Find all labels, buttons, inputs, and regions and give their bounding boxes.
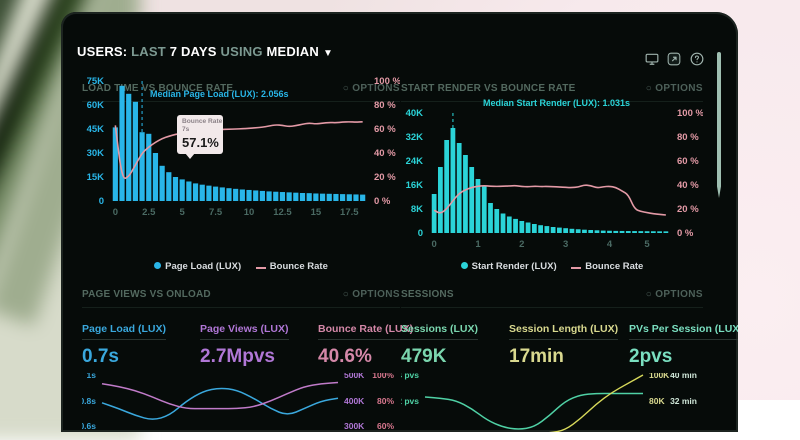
svg-text:0: 0 [113, 207, 118, 218]
svg-text:5: 5 [180, 207, 186, 218]
svg-text:2.5: 2.5 [142, 207, 156, 218]
svg-text:0.6s: 0.6s [82, 421, 96, 431]
svg-text:300K: 300K [344, 421, 365, 431]
svg-text:7.5: 7.5 [209, 207, 223, 218]
svg-text:40 %: 40 % [677, 180, 699, 191]
svg-text:3.2 pvs: 3.2 pvs [401, 396, 419, 406]
svg-text:30K: 30K [87, 148, 105, 159]
svg-text:400K: 400K [344, 396, 365, 406]
svg-text:80%: 80% [377, 396, 394, 406]
svg-text:1s: 1s [87, 373, 97, 380]
svg-text:12.5: 12.5 [273, 207, 292, 218]
svg-text:40 %: 40 % [374, 148, 396, 159]
svg-text:80 %: 80 % [374, 100, 396, 111]
svg-text:16K: 16K [406, 180, 424, 191]
svg-text:0 %: 0 % [374, 196, 391, 207]
svg-text:20 %: 20 % [677, 204, 699, 215]
svg-text:2: 2 [519, 239, 524, 250]
svg-text:10: 10 [244, 207, 255, 218]
svg-text:4 pvs: 4 pvs [401, 373, 419, 380]
svg-text:20 %: 20 % [374, 172, 396, 183]
svg-text:32K: 32K [406, 132, 424, 143]
svg-text:0: 0 [99, 196, 104, 207]
svg-text:4: 4 [607, 239, 613, 250]
svg-text:0 %: 0 % [677, 228, 694, 239]
svg-text:8K: 8K [411, 204, 423, 215]
svg-text:0: 0 [431, 239, 436, 250]
svg-text:100%: 100% [372, 373, 394, 380]
svg-text:15K: 15K [87, 172, 105, 183]
svg-text:5: 5 [644, 239, 650, 250]
svg-text:80K: 80K [649, 396, 665, 406]
svg-text:60K: 60K [87, 100, 105, 111]
svg-text:100 %: 100 % [677, 108, 703, 119]
svg-text:100K: 100K [649, 373, 670, 380]
svg-text:80 %: 80 % [677, 132, 699, 143]
svg-text:1: 1 [475, 239, 481, 250]
svg-text:32 min: 32 min [670, 396, 697, 406]
svg-text:0.8s: 0.8s [82, 396, 96, 406]
svg-text:60%: 60% [377, 421, 394, 431]
svg-text:40 min: 40 min [670, 373, 697, 380]
svg-text:60 %: 60 % [374, 124, 396, 135]
svg-text:500K: 500K [344, 373, 365, 380]
svg-text:3: 3 [563, 239, 568, 250]
svg-text:45K: 45K [87, 124, 105, 135]
svg-text:15: 15 [311, 207, 322, 218]
svg-text:40K: 40K [406, 108, 424, 119]
svg-text:0: 0 [418, 228, 423, 239]
svg-text:24K: 24K [406, 156, 424, 167]
svg-text:100 %: 100 % [374, 76, 400, 87]
svg-text:17.5: 17.5 [340, 207, 359, 218]
svg-text:60 %: 60 % [677, 156, 699, 167]
svg-text:75K: 75K [87, 76, 105, 87]
